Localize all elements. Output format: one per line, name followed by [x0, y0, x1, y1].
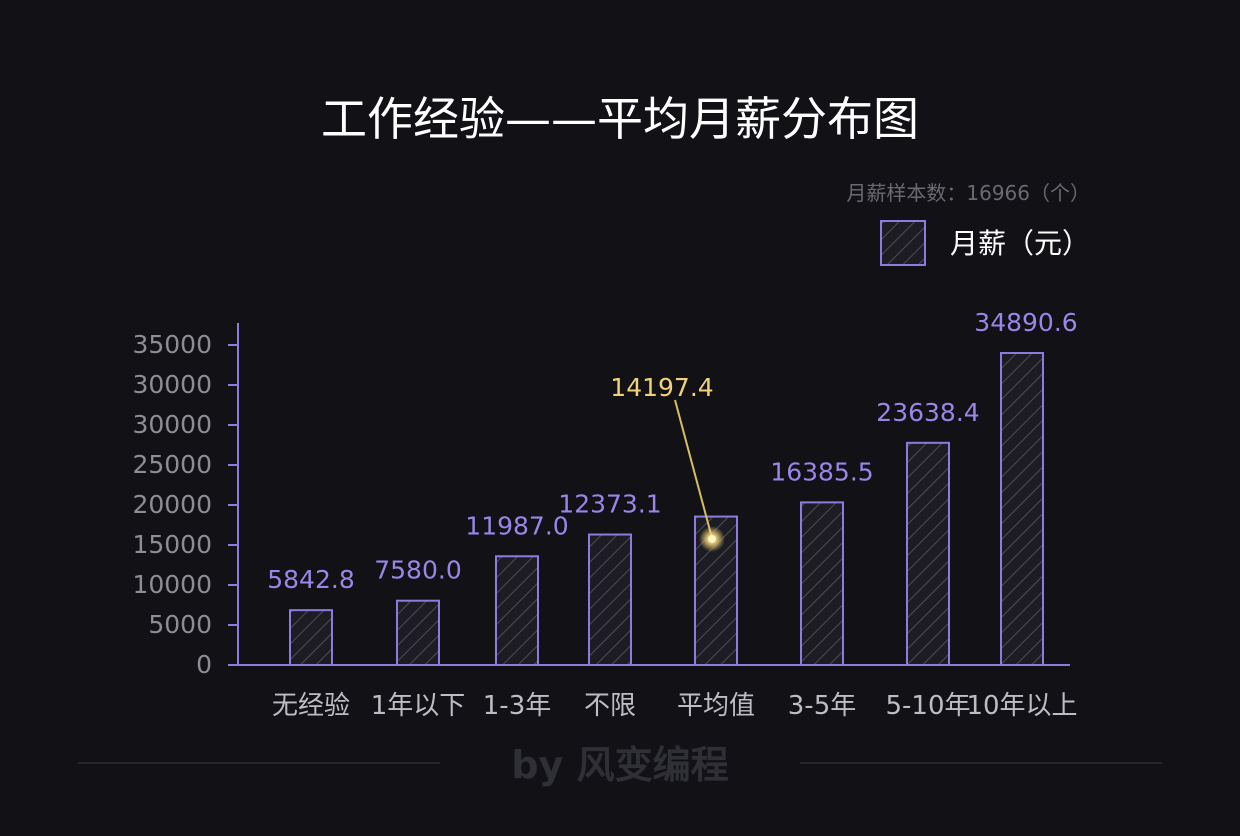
bar-value-label: 7580.0 [374, 556, 461, 585]
y-tick-label: 35000 [132, 330, 212, 359]
category-label: 不限 [584, 691, 636, 721]
y-tick-label: 30000 [132, 410, 212, 439]
annotation-value-label: 14197.4 [610, 373, 713, 402]
bar-value-label: 23638.4 [876, 398, 979, 427]
bar [396, 599, 440, 667]
footer: by 风变编程 [78, 743, 1162, 787]
bar-value-label: 34890.6 [974, 308, 1077, 337]
bar [1000, 352, 1044, 666]
category-label: 平均值 [677, 691, 755, 721]
y-tick-label: 15000 [132, 530, 212, 559]
legend-swatch [880, 220, 926, 266]
category-label: 3-5年 [788, 691, 856, 721]
category-label: 1-3年 [483, 691, 551, 721]
bar [800, 501, 844, 666]
legend: 月薪（元） [880, 220, 1090, 266]
bar-value-label: 16385.5 [770, 457, 873, 486]
bar [495, 555, 539, 666]
y-tick-label: 20000 [132, 490, 212, 519]
bar-value-label: 11987.0 [465, 511, 568, 540]
y-tick-label: 5000 [148, 610, 212, 639]
sample-count-note: 月薪样本数：16966（个） [846, 181, 1090, 205]
bar [289, 609, 333, 666]
y-tick-label: 25000 [132, 450, 212, 479]
category-label: 1年以下 [371, 691, 466, 721]
average-annotation: 14197.4 [610, 373, 725, 552]
watermark: by 风变编程 [511, 743, 728, 787]
bar [906, 441, 950, 666]
bar-value-label: 5842.8 [267, 565, 354, 594]
bar [588, 533, 632, 667]
chart-title: 工作经验——平均月薪分布图 [321, 92, 919, 146]
bars [289, 352, 1044, 667]
bar-value-label: 12373.1 [558, 490, 661, 519]
legend-label: 月薪（元） [950, 227, 1090, 260]
category-label: 10年以上 [966, 691, 1077, 721]
y-tick-label: 10000 [132, 570, 212, 599]
annotation-leader-line [674, 399, 713, 539]
y-tick-label: 0 [196, 650, 212, 679]
y-axis-ticks: 0 5000 10000 15000 20000 25000 30000 30000 35000 [132, 330, 238, 679]
y-tick-label: 30000 [132, 370, 212, 399]
category-label: 无经验 [272, 691, 350, 721]
category-label: 5-10年 [885, 691, 970, 721]
annotation-point [708, 535, 716, 543]
